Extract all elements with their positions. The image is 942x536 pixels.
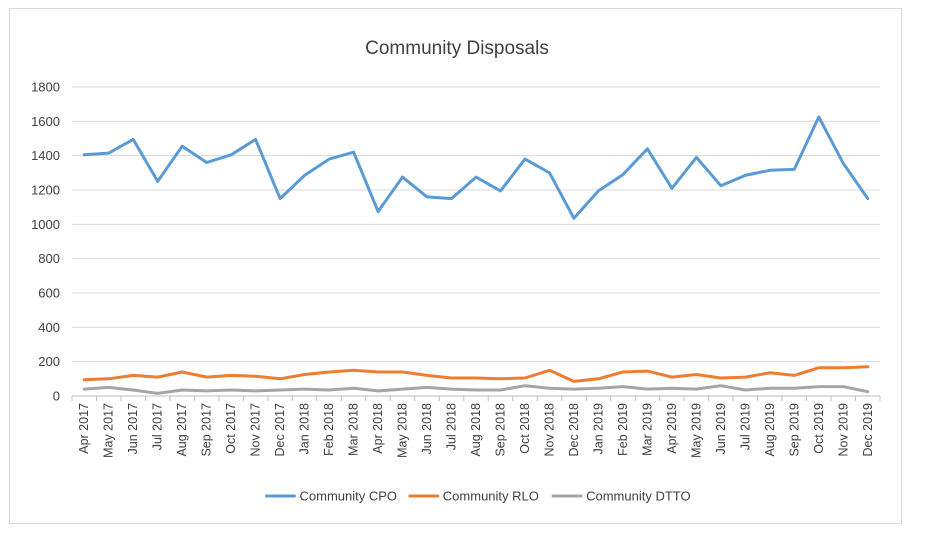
x-tick-label: Aug 2018	[469, 403, 483, 457]
x-tick-label: Dec 2017	[273, 403, 287, 457]
legend-label: Community CPO	[300, 489, 398, 504]
x-tick-label: Jul 2017	[151, 403, 165, 450]
x-tick-label: Nov 2018	[542, 403, 556, 457]
x-tick-label: Apr 2018	[371, 403, 385, 454]
y-tick-label: 1800	[31, 80, 60, 95]
y-tick-label: 600	[38, 286, 60, 301]
x-tick-label: Jan 2018	[298, 403, 312, 454]
x-tick-label: Nov 2017	[249, 403, 263, 457]
x-tick-label: Dec 2018	[567, 403, 581, 457]
x-tick-label: Oct 2019	[812, 403, 826, 454]
y-tick-label: 0	[53, 389, 60, 404]
x-tick-label: Sep 2018	[493, 403, 507, 457]
y-tick-label: 1600	[31, 114, 60, 129]
x-tick-label: Jun 2018	[420, 403, 434, 454]
series-lines	[82, 115, 870, 395]
chart-title: Community Disposals	[365, 38, 549, 59]
legend-label: Community DTTO	[586, 489, 691, 504]
y-tick-label: 1400	[31, 148, 60, 163]
x-tick-label: Nov 2019	[836, 403, 850, 457]
x-tick-label: Jun 2017	[126, 403, 140, 454]
x-tick-label: Dec 2019	[861, 403, 875, 457]
series-line-2	[82, 384, 870, 395]
x-tick-label: Aug 2019	[763, 403, 777, 457]
x-tick-label: Sep 2019	[787, 403, 801, 457]
x-tick-label: Mar 2018	[347, 403, 361, 456]
x-tick-label: Oct 2018	[518, 403, 532, 454]
y-tick-label: 200	[38, 354, 60, 369]
x-tick-label: May 2017	[102, 403, 116, 458]
legend-label: Community RLO	[443, 489, 539, 504]
y-tick-label: 400	[38, 320, 60, 335]
y-tick-label: 1000	[31, 217, 60, 232]
y-tick-label: 800	[38, 251, 60, 266]
y-axis-ticks: 0 200 400 600 800 1000 1200 1400 1600 1800	[31, 80, 60, 404]
x-tick-label: Oct 2017	[224, 403, 238, 454]
series-line-1	[82, 365, 870, 383]
x-tick-label: Apr 2019	[665, 403, 679, 454]
x-tick-label: Feb 2018	[322, 403, 336, 456]
x-tick-label: Jun 2019	[714, 403, 728, 454]
legend: Community CPO Community RLO Community DTTO	[265, 489, 691, 504]
x-tick-label: Sep 2017	[200, 403, 214, 457]
y-tick-label: 1200	[31, 183, 60, 198]
x-tick-label: Mar 2019	[640, 403, 654, 456]
x-tick-label: May 2018	[396, 403, 410, 458]
series-line-0	[82, 115, 870, 220]
x-tick-label: May 2019	[689, 403, 703, 458]
chart-svg: Community Disposals 0 200 400 600 800 1000 120…	[31, 38, 881, 504]
gridlines	[72, 86, 880, 397]
chart-area: Community Disposals 0 200 400 600 800 1000 120…	[9, 8, 902, 524]
x-tick-label: Jul 2018	[445, 403, 459, 450]
x-tick-label: Feb 2019	[616, 403, 630, 456]
x-tick-label: Apr 2017	[77, 403, 91, 454]
x-tick-label: Jan 2019	[591, 403, 605, 454]
x-axis-ticks: Apr 2017 May 2017 Jun 2017 Jul 2017 Aug 2017…	[71, 396, 881, 458]
x-tick-label: Aug 2017	[175, 403, 189, 457]
x-tick-label: Jul 2019	[738, 403, 752, 450]
